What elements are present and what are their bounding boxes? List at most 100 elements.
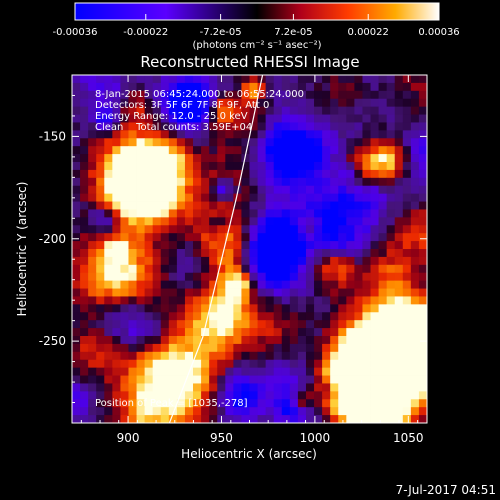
- heatmap-cell: [176, 122, 186, 131]
- heatmap-cell: [209, 146, 218, 155]
- heatmap-cell: [233, 288, 242, 297]
- heatmap-cell: [378, 383, 388, 392]
- heatmap-cell: [330, 343, 339, 353]
- heatmap-cell: [176, 90, 186, 100]
- heatmap-cell: [136, 98, 146, 108]
- heatmap-cell: [370, 264, 379, 274]
- heatmap-cell: [176, 82, 186, 92]
- heatmap-cell: [362, 217, 371, 226]
- heatmap-cell: [330, 241, 339, 250]
- heatmap-cell: [281, 272, 291, 282]
- heatmap-cell: [257, 264, 267, 274]
- heatmap-cell: [72, 193, 81, 202]
- heatmap-cell: [305, 280, 315, 289]
- heatmap-cell: [314, 383, 323, 392]
- heatmap-cell: [281, 391, 291, 400]
- heatmap-cell: [418, 336, 427, 345]
- heatmap-cell: [209, 177, 218, 187]
- heatmap-cell: [281, 217, 291, 226]
- heatmap-cell: [144, 185, 154, 195]
- heatmap-cell: [96, 415, 105, 423]
- heatmap-cell: [354, 296, 363, 305]
- heatmap-cell: [322, 201, 331, 210]
- heatmap-cell: [273, 233, 283, 242]
- heatmap-cell: [257, 256, 267, 266]
- heatmap-cell: [297, 193, 307, 202]
- heatmap-cell: [193, 146, 202, 155]
- heatmap-cell: [160, 169, 170, 179]
- heatmap-cell: [322, 391, 331, 400]
- heatmap-cell: [257, 343, 267, 353]
- heatmap-cell: [378, 296, 388, 305]
- heatmap-cell: [201, 154, 210, 163]
- heatmap-cell: [305, 272, 315, 282]
- heatmap-cell: [160, 288, 170, 297]
- heatmap-cell: [394, 343, 404, 353]
- heatmap-cell: [217, 146, 226, 155]
- heatmap-cell: [160, 114, 170, 123]
- heatmap-cell: [273, 343, 283, 353]
- heatmap-cell: [201, 272, 210, 282]
- heatmap-cell: [201, 138, 210, 147]
- heatmap-cell: [233, 90, 242, 100]
- heatmap-cell: [257, 162, 267, 171]
- heatmap-cell: [386, 209, 396, 218]
- heatmap-cell: [314, 312, 323, 321]
- heatmap-cell: [112, 407, 121, 416]
- heatmap-cell: [152, 185, 162, 195]
- heatmap-cell: [281, 185, 291, 195]
- heatmap-cell: [241, 359, 250, 369]
- heatmap-cell: [193, 367, 202, 376]
- heatmap-cell: [386, 169, 396, 179]
- heatmap-cell: [128, 122, 137, 131]
- heatmap-cell: [362, 375, 371, 384]
- heatmap-cell: [362, 280, 371, 289]
- heatmap-cell: [104, 336, 113, 345]
- heatmap-cell: [144, 177, 154, 187]
- heatmap-cell: [418, 375, 427, 384]
- heatmap-cell: [136, 359, 146, 369]
- heatmap-cell: [136, 162, 146, 171]
- heatmap-cell: [72, 288, 81, 297]
- heatmap-cell: [128, 288, 137, 297]
- heatmap-cell: [209, 169, 218, 179]
- heatmap-cell: [128, 375, 137, 384]
- heatmap-cell: [152, 415, 162, 423]
- heatmap-cell: [394, 256, 404, 266]
- heatmap-cell: [233, 114, 242, 123]
- heatmap-cell: [152, 241, 162, 250]
- heatmap-cell: [136, 272, 146, 282]
- heatmap-cell: [354, 233, 363, 242]
- heatmap-cell: [80, 138, 89, 147]
- heatmap-cell: [217, 343, 226, 353]
- heatmap-cell: [354, 415, 363, 423]
- heatmap-cell: [136, 241, 146, 250]
- heatmap-cell: [305, 225, 315, 234]
- heatmap-cell: [305, 114, 315, 123]
- heatmap-cell: [225, 280, 234, 289]
- heatmap-cell: [225, 98, 234, 108]
- heatmap-cell: [370, 138, 379, 147]
- heatmap-cell: [225, 241, 234, 250]
- heatmap-cell: [305, 106, 315, 115]
- heatmap-cell: [394, 75, 404, 84]
- heatmap-cell: [265, 359, 275, 369]
- heatmap-cell: [160, 177, 170, 187]
- heatmap-cell: [168, 177, 178, 187]
- heatmap-cell: [289, 304, 299, 313]
- heatmap-cell: [120, 367, 129, 376]
- heatmap-cell: [362, 98, 371, 108]
- heatmap-cell: [402, 201, 412, 210]
- heatmap-cell: [322, 415, 331, 423]
- heatmap-cell: [209, 367, 218, 376]
- heatmap-cell: [394, 122, 404, 131]
- heatmap-cell: [217, 90, 226, 100]
- heatmap-cell: [354, 304, 363, 313]
- heatmap-cell: [80, 169, 89, 179]
- heatmap-cell: [338, 249, 347, 258]
- heatmap-cell: [402, 304, 412, 313]
- heatmap-cell: [281, 320, 291, 329]
- heatmap-cell: [378, 114, 388, 123]
- heatmap-cell: [354, 407, 363, 416]
- heatmap-cell: [402, 256, 412, 266]
